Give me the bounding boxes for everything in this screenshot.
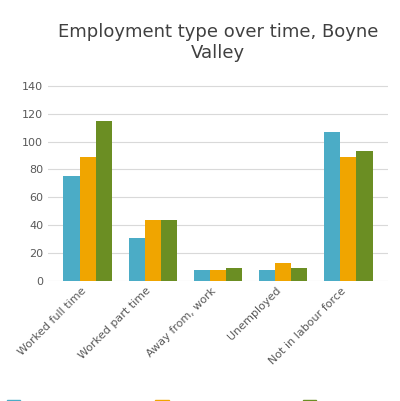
Bar (64, 176, 80, 281)
Legend: Boyne Valley 2021, Boyne Valley 2016, Boyne Valley 2011: Boyne Valley 2021, Boyne Valley 2016, Bo… (2, 395, 400, 401)
Bar (226, 268, 242, 281)
Bar (275, 263, 291, 281)
Title: Employment type over time, Boyne
Valley: Employment type over time, Boyne Valley (58, 24, 378, 62)
Bar (96, 121, 112, 281)
Bar (259, 269, 275, 281)
Bar (194, 269, 210, 281)
Bar (356, 152, 372, 281)
Bar (210, 269, 226, 281)
Bar (128, 238, 145, 281)
Bar (340, 157, 356, 281)
Bar (161, 219, 177, 281)
Bar (80, 157, 96, 281)
Bar (145, 219, 161, 281)
Bar (324, 132, 340, 281)
Bar (291, 268, 308, 281)
